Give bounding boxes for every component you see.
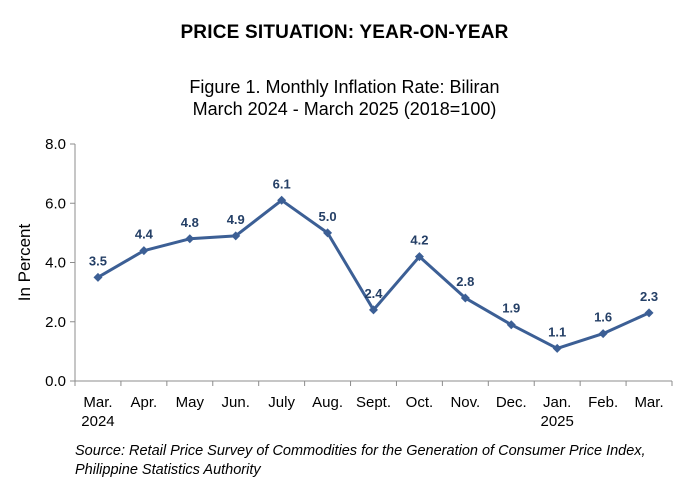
data-point-marker xyxy=(93,272,103,282)
data-point-marker xyxy=(598,329,608,339)
data-point-marker xyxy=(460,293,470,303)
data-label: 2.8 xyxy=(456,274,474,289)
data-label: 3.5 xyxy=(89,253,107,268)
x-tick-label: Oct. xyxy=(406,394,434,411)
y-tick-label: 6.0 xyxy=(45,195,66,212)
data-point-marker xyxy=(552,343,562,353)
data-label: 6.1 xyxy=(273,176,291,191)
x-tick-label: Sept. xyxy=(356,394,391,411)
chart-title: Figure 1. Monthly Inflation Rate: Bilira… xyxy=(0,76,689,120)
data-label: 4.8 xyxy=(181,215,199,230)
data-label: 1.9 xyxy=(502,301,520,316)
x-tick-label: Apr. xyxy=(131,394,158,411)
data-label: 4.2 xyxy=(410,233,428,248)
data-point-marker xyxy=(231,231,241,241)
chart-title-line-1: Figure 1. Monthly Inflation Rate: Bilira… xyxy=(189,77,500,97)
data-label: 4.9 xyxy=(227,212,245,227)
x-tick-label: Dec. xyxy=(496,394,527,411)
x-tick-label: Jun. xyxy=(222,394,250,411)
x-tick-label: Nov. xyxy=(450,394,480,411)
data-point-marker xyxy=(323,228,333,238)
data-label: 1.6 xyxy=(594,310,612,325)
data-label: 4.4 xyxy=(135,227,154,242)
y-tick-label: 8.0 xyxy=(45,136,66,153)
data-point-marker xyxy=(277,195,287,205)
x-tick-label: July xyxy=(268,394,295,411)
inflation-line-chart: 0.0 2.0 4.0 6.0 8.0 Mar. 2024 Apr. May Jun. July Au… xyxy=(15,136,673,430)
data-point-marker xyxy=(185,234,195,244)
y-tick-label: 2.0 xyxy=(45,314,66,331)
y-axis-label: In Percent xyxy=(15,223,34,301)
data-point-marker xyxy=(139,246,149,256)
x-tick-label: Jan. xyxy=(543,394,571,411)
page-heading: PRICE SITUATION: YEAR-ON-YEAR xyxy=(180,22,509,43)
data-point-marker xyxy=(414,252,424,262)
x-tick-label: May xyxy=(176,394,205,411)
data-label: 5.0 xyxy=(319,209,337,224)
x-tick-label: Aug. xyxy=(312,394,343,411)
y-tick-label: 0.0 xyxy=(45,373,66,390)
x-tick-label: Feb. xyxy=(588,394,618,411)
x-tick-label: Mar. xyxy=(83,394,112,411)
x-tick-label: 2025 xyxy=(541,413,574,430)
source-note: Source: Retail Price Survey of Commoditi… xyxy=(75,443,646,478)
data-label: 2.4 xyxy=(364,286,383,301)
data-point-marker xyxy=(506,320,516,330)
chart-title-line-2: March 2024 - March 2025 (2018=100) xyxy=(192,99,497,119)
x-tick-label: Mar. xyxy=(634,394,663,411)
data-label: 2.3 xyxy=(640,289,658,304)
data-label: 1.1 xyxy=(548,324,566,339)
data-point-marker xyxy=(644,308,654,318)
y-tick-label: 4.0 xyxy=(45,255,66,272)
data-point-marker xyxy=(369,305,378,315)
x-tick-label: 2024 xyxy=(81,413,114,430)
